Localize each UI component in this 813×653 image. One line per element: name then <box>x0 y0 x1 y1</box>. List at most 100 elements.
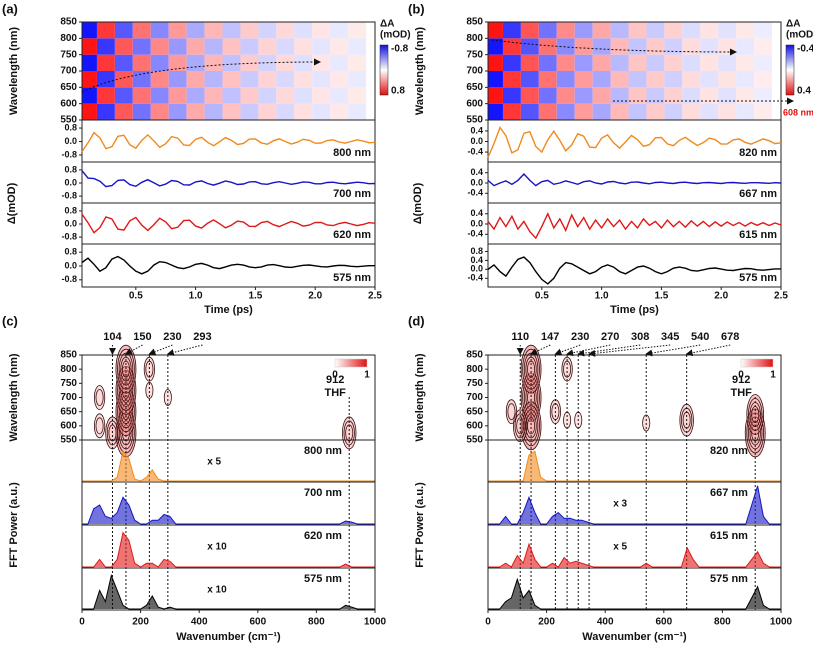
y-tick-label: -0.8 <box>61 149 77 159</box>
heatmap-cell <box>348 87 367 104</box>
plot-frame <box>81 202 376 245</box>
heatmap-cell <box>96 103 115 120</box>
solvent-name: THF <box>325 387 347 399</box>
heatmap-cell <box>240 54 259 71</box>
x-tick-label: 200 <box>132 617 149 628</box>
series-label: 800 nm <box>304 445 342 457</box>
heatmap-cell <box>556 54 575 71</box>
contour-spot <box>561 356 573 382</box>
heatmap-cell <box>736 54 755 71</box>
y-tick-label: 600 <box>466 420 483 431</box>
series-label: 667 nm <box>739 188 777 200</box>
x-tick-label: 1000 <box>770 617 793 628</box>
heatmap-cell <box>664 71 683 88</box>
trace-line <box>81 255 375 275</box>
heatmap-cell <box>82 54 97 71</box>
heatmap-cell <box>556 71 575 88</box>
y-tick-label: -0.8 <box>61 274 77 284</box>
peak-connector <box>530 344 551 355</box>
x-tick-label: 400 <box>191 617 208 628</box>
peak-connector <box>148 344 173 356</box>
heatmap-cell <box>312 54 331 71</box>
heatmap-cell <box>294 71 313 88</box>
y-tick-label: 0.0 <box>64 218 77 228</box>
heatmap-cell <box>610 54 629 71</box>
series-label: 620 nm <box>333 229 371 241</box>
heatmap-cell <box>646 54 665 71</box>
heatmap-cell <box>348 54 367 71</box>
heatmap-cell <box>222 71 241 88</box>
heatmap-cell <box>700 71 719 88</box>
heatmap-cell <box>204 22 223 39</box>
trace-line <box>81 131 376 152</box>
axis-title: Wavenumber (cm⁻¹) <box>176 631 281 643</box>
solvent-wavenumber: 912 <box>732 374 750 386</box>
heatmap-cell <box>556 103 575 120</box>
heatmap-cell <box>556 87 575 104</box>
heatmap-cell <box>186 103 205 120</box>
x-tick-label: 0 <box>79 617 85 628</box>
trend-arrow <box>491 39 737 56</box>
heatmap-cell <box>222 87 241 104</box>
heatmap-cell <box>736 38 755 55</box>
heatmap-cell <box>294 87 313 104</box>
heatmap-cell <box>294 103 313 120</box>
colorbar-tick-label: -0.8 <box>391 44 409 55</box>
heatmap-cell <box>754 87 773 104</box>
y-tick-label: 750 <box>466 49 483 60</box>
colorbar-tick-label: 0.4 <box>797 86 811 97</box>
heatmap-cell <box>488 22 503 39</box>
y-tick-label: 0.8 <box>64 164 77 174</box>
y-tick-label: 0.4 <box>470 208 483 218</box>
contour-spot <box>744 408 766 458</box>
heatmap-cell <box>592 87 611 104</box>
heatmap-cell <box>754 22 773 39</box>
heatmap-cell <box>700 22 719 39</box>
heatmap-cell <box>186 54 205 71</box>
heatmap-cell <box>646 103 665 120</box>
colorbar-tick-label: 0.8 <box>391 86 405 97</box>
heatmap-cell <box>488 38 503 55</box>
colorbar-tick-label: -0.4 <box>797 44 813 55</box>
peak-label: 230 <box>571 331 589 343</box>
y-tick-label: 0.4 <box>470 125 483 135</box>
series-label: 700 nm <box>333 188 371 200</box>
x-tick-label: 1000 <box>364 617 387 628</box>
axis-title: Time (ps) <box>610 304 659 316</box>
heatmap-cell <box>258 22 277 39</box>
heatmap-cell <box>574 22 593 39</box>
plot-frame <box>487 119 782 163</box>
heatmap-cell <box>664 54 683 71</box>
heatmap-cell <box>610 38 629 55</box>
heatmap-cell <box>240 103 259 120</box>
heatmap-cell <box>538 38 557 55</box>
y-tick-label: 700 <box>466 392 483 403</box>
peak-connector <box>685 344 731 357</box>
heatmap-cell <box>330 87 349 104</box>
heatmap-cell <box>502 71 521 88</box>
heatmap-cell <box>96 38 115 55</box>
heatmap-cell <box>132 87 151 104</box>
heatmap-cell <box>348 22 367 39</box>
heatmap-cell <box>240 71 259 88</box>
fft-area <box>488 542 781 568</box>
panel-label: (c) <box>2 313 18 328</box>
colorbar-title: ΔA <box>380 19 394 30</box>
heatmap-cell <box>754 54 773 71</box>
heatmap-cell <box>610 22 629 39</box>
heatmap-cell <box>330 22 349 39</box>
y-tick-label: 0.8 <box>64 205 77 215</box>
heatmap-cell <box>682 103 701 120</box>
heatmap-cell <box>276 22 295 39</box>
heatmap-cell <box>574 103 593 120</box>
heatmap-cell <box>520 103 539 120</box>
heatmap-cell <box>348 71 367 88</box>
heatmap-cell <box>556 22 575 39</box>
heatmap-cell <box>574 54 593 71</box>
peak-label: 293 <box>193 331 211 343</box>
heatmap-cell <box>488 87 503 104</box>
heatmap-cell <box>628 54 647 71</box>
heatmap-cell <box>186 38 205 55</box>
heatmap-cell <box>682 54 701 71</box>
peak-label: 150 <box>133 331 151 343</box>
